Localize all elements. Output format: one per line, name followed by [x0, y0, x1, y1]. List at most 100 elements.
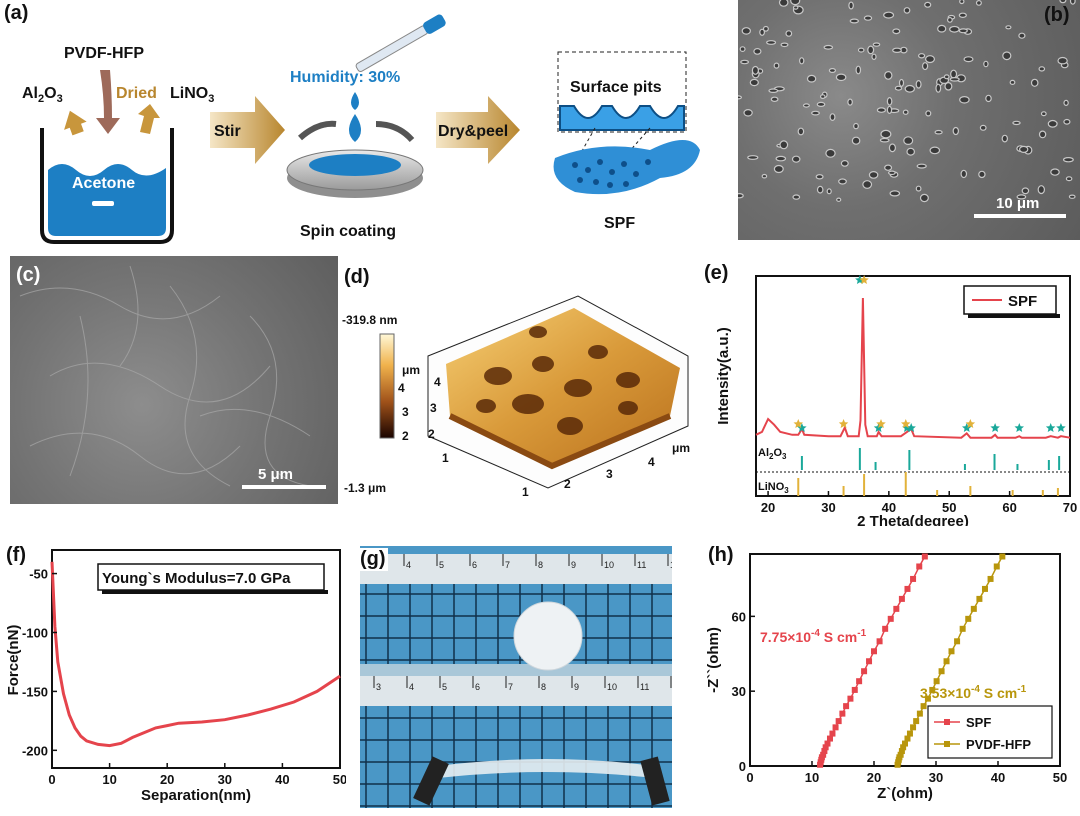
- surface-pits-label: Surface pits: [570, 79, 662, 96]
- sem-pore: [1009, 79, 1016, 86]
- sem-pore: [792, 5, 799, 10]
- data-point-pvdf: [924, 695, 931, 702]
- afm-pits: [476, 326, 640, 435]
- sem-pore: [747, 155, 759, 160]
- colorbar-top: -319.8 nm: [342, 313, 397, 327]
- label-part: -4: [971, 684, 980, 695]
- sem-pore: [1063, 118, 1071, 125]
- chart-f: 0 10 20 30 40 50 -50 -100 -150 -200 Separation(nm)…: [5, 549, 347, 804]
- sem-pore: [848, 1, 854, 10]
- sem-pore: [773, 164, 784, 174]
- marker-al2o3-star: [1045, 423, 1056, 432]
- panel-e-xrd: Al2O3 LiNO3 20 30 40 50 60 70 2 Theta(degree) Int…: [698, 256, 1080, 530]
- annotation-box: [97, 563, 325, 591]
- marker-al2o3-star: [797, 423, 807, 432]
- data-point-spf: [829, 730, 836, 737]
- data-point-spf: [847, 695, 854, 702]
- panel-label-c: (c): [16, 264, 41, 286]
- sem-pore: [749, 78, 759, 87]
- reference-al2o3-label: Al2O3: [758, 447, 787, 461]
- sem-pore: [883, 11, 895, 19]
- sem-pore: [802, 103, 810, 108]
- sem-pore: [880, 129, 892, 139]
- sem-pore: [1059, 0, 1067, 4]
- spf-membrane-bent: [438, 759, 654, 778]
- plot-frame: [51, 549, 341, 769]
- sem-pore: [790, 0, 801, 6]
- ruler-number-top: 8: [538, 560, 543, 570]
- sem-pore: [946, 17, 953, 23]
- data-point-spf: [861, 668, 868, 675]
- pvdf-conductivity-label: 3.53×10-4 S cm-1: [920, 684, 1027, 701]
- sem-pore: [949, 77, 960, 82]
- sem-pore: [906, 147, 916, 156]
- sem-pore: [826, 188, 832, 195]
- ruler-ticks-top: [403, 554, 669, 566]
- sem-pore: [958, 28, 968, 34]
- data-point-spf: [839, 710, 846, 717]
- data-point-pvdf: [976, 595, 983, 602]
- sem-pore: [820, 94, 826, 99]
- sem-pore: [738, 193, 744, 199]
- y-tick-label: 0: [739, 759, 746, 774]
- data-point-spf: [851, 686, 858, 693]
- sem-pore: [779, 140, 789, 150]
- data-point-pvdf: [999, 553, 1006, 560]
- stir-bar: [92, 201, 114, 206]
- marker-lino3-star: [965, 419, 976, 428]
- data-point-pvdf: [959, 625, 966, 632]
- x-tick-label: 40: [275, 772, 289, 787]
- legend-swatch-marker: [944, 719, 950, 725]
- y-axis-title: Intensity(a.u.): [715, 327, 732, 425]
- dry-peel-label: Dry&peel: [438, 123, 508, 140]
- sem-pore: [918, 53, 926, 59]
- sem-pore: [761, 173, 768, 179]
- data-point-spf: [835, 718, 842, 725]
- panel-h-eis: 0 10 20 30 40 50 0 30 60 Z`(ohm) -Z``(ohm) 7.75×10-…: [688, 540, 1080, 811]
- sem-pore: [919, 193, 929, 203]
- svg-text:3: 3: [402, 405, 409, 419]
- ruler-number-top: 9: [571, 560, 576, 570]
- sem-pore: [1057, 56, 1068, 65]
- series-force-line: [50, 561, 341, 748]
- x-axis-title: Z`(ohm): [877, 785, 933, 802]
- y-tick-label: 60: [732, 609, 746, 624]
- sem-pore: [857, 47, 865, 53]
- sem-pore: [766, 40, 777, 45]
- scale-bar-c: [242, 485, 326, 489]
- marker-al2o3-star: [906, 423, 916, 432]
- sem-pore: [751, 65, 759, 75]
- spf-label: SPF: [604, 215, 635, 232]
- ruler-top: [360, 554, 672, 584]
- sem-pore: [888, 143, 896, 153]
- sem-pore: [868, 170, 879, 179]
- data-point-spf: [820, 751, 827, 758]
- data-point-pvdf: [904, 735, 911, 742]
- sem-pore: [922, 62, 929, 71]
- label-part: -4: [811, 628, 820, 639]
- marker-lino3-star: [901, 419, 911, 428]
- sem-pore: [959, 96, 970, 104]
- sem-b-texture: 10 μm: [738, 0, 1076, 218]
- data-point-spf: [893, 605, 900, 612]
- ruler-number-bottom: 7: [508, 682, 513, 692]
- drop-2: [349, 114, 361, 142]
- panel-label-d: (d): [344, 266, 370, 288]
- legend-label: PVDF-HFP: [966, 737, 1031, 752]
- al2o3-arrow: [64, 110, 87, 136]
- film-pits: [572, 159, 651, 188]
- sem-pore: [876, 107, 886, 113]
- colorbar: [379, 333, 395, 439]
- sem-pore: [1038, 66, 1046, 72]
- sem-pore: [952, 126, 959, 136]
- data-point-spf: [871, 648, 877, 655]
- data-point-spf: [882, 625, 889, 632]
- data-point-pvdf: [902, 740, 908, 747]
- data-point-spf: [916, 563, 923, 570]
- sem-pore: [811, 110, 820, 116]
- sem-pore: [872, 42, 881, 47]
- sem-pore: [958, 12, 967, 19]
- al2o3-label: Al2O3: [22, 85, 63, 105]
- rotate-arrow-right: [375, 121, 415, 143]
